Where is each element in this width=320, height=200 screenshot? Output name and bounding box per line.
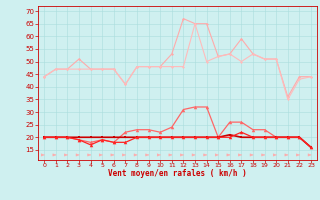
X-axis label: Vent moyen/en rafales ( km/h ): Vent moyen/en rafales ( km/h ) (108, 169, 247, 178)
